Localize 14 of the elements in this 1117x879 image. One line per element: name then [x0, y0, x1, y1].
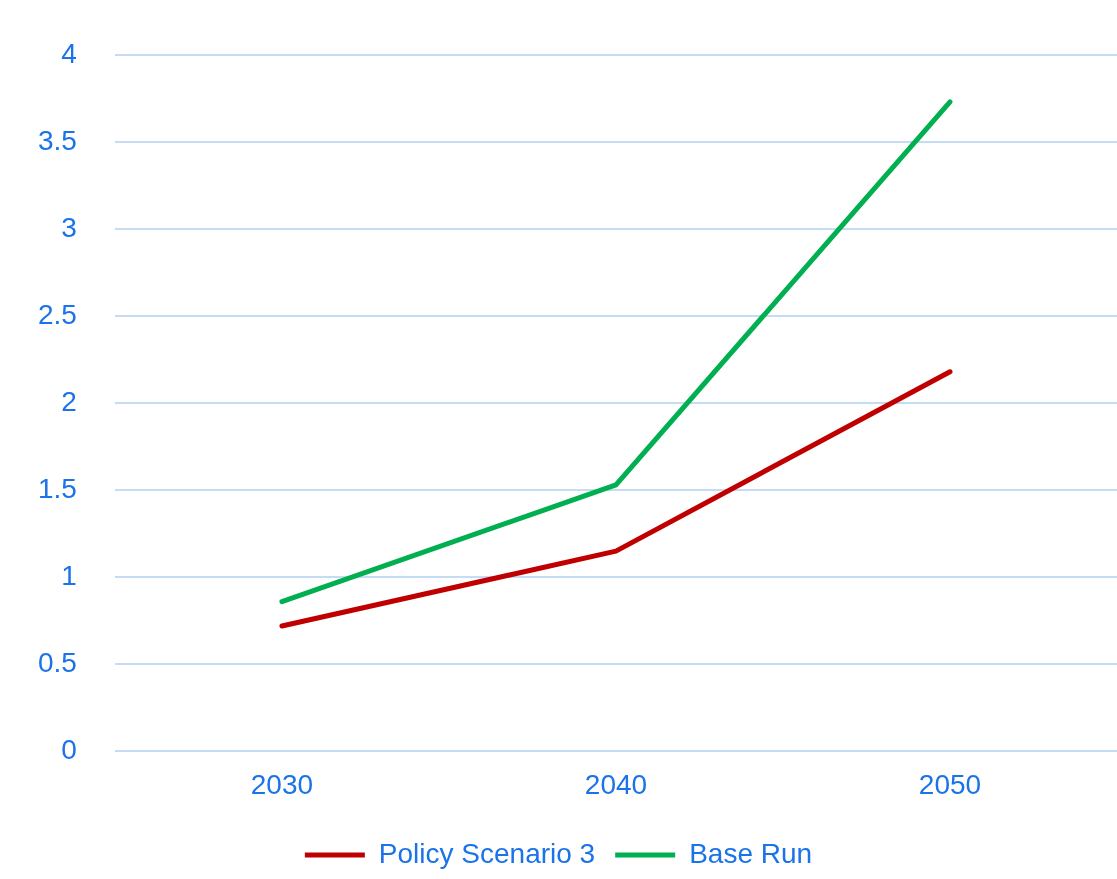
x-tick-label: 2040	[584, 768, 648, 800]
y-tick-label: 0.5	[37, 647, 77, 679]
legend-label: Policy Scenario 3	[378, 837, 596, 869]
y-tick-label: 0	[61, 734, 77, 766]
x-tick-label: 2050	[918, 768, 982, 800]
legend-label: Base Run	[689, 837, 813, 869]
y-tick-label: 2	[61, 385, 77, 417]
y-tick-label: 1	[61, 559, 77, 591]
y-tick-label: 4	[61, 37, 77, 69]
x-tick-label: 2030	[250, 768, 314, 800]
y-tick-label: 1.5	[37, 472, 77, 504]
y-tick-label: 3	[61, 211, 77, 243]
y-tick-label: 3.5	[37, 124, 77, 156]
y-tick-label: 2.5	[37, 298, 77, 330]
